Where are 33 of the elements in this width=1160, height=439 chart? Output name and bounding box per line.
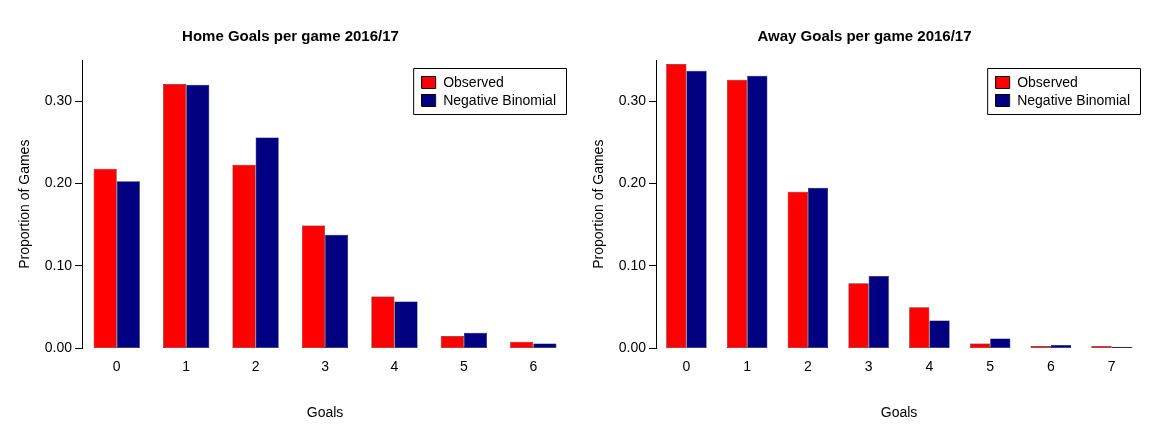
y-tick-label: 0.30 xyxy=(44,92,73,109)
legend-label: Negative Binomial xyxy=(1017,91,1131,108)
y-tick-label: 0.20 xyxy=(618,174,647,191)
y-axis-title: Proportion of Games xyxy=(590,139,607,269)
legend-label: Observed xyxy=(1017,73,1078,90)
legend-label: Observed xyxy=(443,73,504,90)
x-tick-label: 6 xyxy=(1046,357,1055,374)
x-tick-label: 5 xyxy=(459,357,468,374)
x-tick-label: 1 xyxy=(182,357,191,374)
chart-title: Home Goals per game 2016/17 xyxy=(182,27,399,45)
x-tick-label: 7 xyxy=(1107,357,1116,374)
y-tick-label: 0.20 xyxy=(44,174,73,191)
x-axis-title: Goals xyxy=(880,404,918,421)
x-axis-title: Goals xyxy=(306,404,344,421)
y-tick-label: 0.30 xyxy=(618,92,647,109)
y-tick-label: 0.10 xyxy=(618,256,647,273)
x-tick-label: 6 xyxy=(529,357,538,374)
x-tick-label: 0 xyxy=(112,357,121,374)
x-tick-label: 2 xyxy=(251,357,260,374)
x-tick-label: 4 xyxy=(390,357,399,374)
x-tick-label: 3 xyxy=(321,357,330,374)
x-tick-label: 4 xyxy=(925,357,934,374)
y-axis-title: Proportion of Games xyxy=(16,139,33,269)
y-tick-label: 0.00 xyxy=(618,339,647,356)
y-tick-label: 0.00 xyxy=(44,339,73,356)
x-tick-label: 5 xyxy=(986,357,995,374)
x-tick-label: 3 xyxy=(864,357,873,374)
x-tick-label: 2 xyxy=(804,357,813,374)
legend-label: Negative Binomial xyxy=(443,91,557,108)
x-tick-label: 0 xyxy=(682,357,691,374)
x-tick-label: 1 xyxy=(743,357,752,374)
y-tick-label: 0.10 xyxy=(44,256,73,273)
chart-title: Away Goals per game 2016/17 xyxy=(757,27,972,45)
